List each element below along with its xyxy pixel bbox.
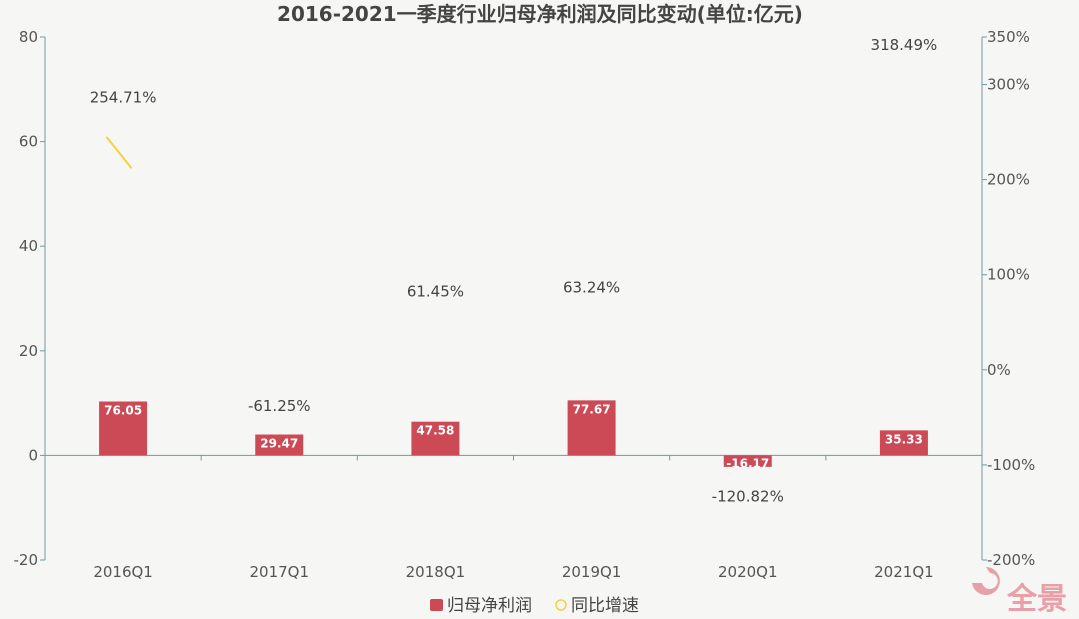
chart-title: 2016-2021一季度行业归母净利润及同比变动(单位:亿元) <box>277 2 803 26</box>
legend-bar-label[interactable]: 归母净利润 <box>447 596 532 616</box>
data-labels: 76.05 29.47 47.58 77.67 -16.17 35.33 254.71% -6… <box>90 36 938 506</box>
line-series <box>106 136 133 169</box>
bar-value-label: 35.33 <box>885 432 923 446</box>
right-axis-tick-label: -100% <box>987 456 1035 474</box>
x-axis-category-label: 2016Q1 <box>93 563 153 581</box>
watermark-logo: 全景 <box>972 567 1067 617</box>
bar <box>879 430 928 456</box>
line-value-label: -120.82% <box>712 488 784 506</box>
right-axis-tick-label: 200% <box>987 171 1030 189</box>
x-axis-category-label: 2021Q1 <box>874 563 934 581</box>
left-axis-tick-label: 80 <box>19 28 38 46</box>
axes: 80 60 40 20 0 -20 350% 300% 200% 100% 0% -100% -200%… <box>14 28 1036 581</box>
left-axis-tick-label: -20 <box>14 551 39 569</box>
bar <box>411 421 460 456</box>
line-value-label: -61.25% <box>248 397 311 415</box>
bar-value-label: 77.67 <box>573 402 611 416</box>
line-segment <box>106 136 133 169</box>
bar-value-label: -16.17 <box>726 456 769 470</box>
right-axis-tick-label: 350% <box>987 28 1030 46</box>
left-axis-tick-label: 20 <box>19 342 38 360</box>
bar-value-label: 29.47 <box>260 437 298 451</box>
bar-value-label: 76.05 <box>104 404 142 418</box>
line-value-label: 254.71% <box>90 89 157 107</box>
right-axis-tick-label: 0% <box>987 361 1011 379</box>
legend-bar-swatch[interactable] <box>430 599 443 611</box>
legend: 归母净利润 同比增速 <box>430 596 639 616</box>
left-axis-tick-label: 60 <box>19 133 38 151</box>
bar <box>99 401 148 456</box>
left-axis-tick-label: 40 <box>19 237 38 255</box>
bar <box>255 434 304 456</box>
x-axis-category-label: 2017Q1 <box>249 563 309 581</box>
line-value-label: 61.45% <box>407 282 464 300</box>
watermark-text: 全景 <box>1006 582 1067 617</box>
bar <box>567 400 616 456</box>
x-axis-category-label: 2019Q1 <box>562 563 622 581</box>
bar <box>723 455 772 467</box>
bar-series <box>99 400 928 467</box>
right-axis-tick-label: -200% <box>987 551 1035 569</box>
x-axis-category-label: 2018Q1 <box>406 563 466 581</box>
left-axis-tick-label: 0 <box>28 446 38 464</box>
x-axis-category-label: 2020Q1 <box>718 563 778 581</box>
bar-value-label: 47.58 <box>416 424 454 438</box>
legend-line-label[interactable]: 同比增速 <box>571 596 639 616</box>
legend-line-swatch[interactable] <box>555 599 567 611</box>
line-value-label: 318.49% <box>871 36 938 54</box>
right-axis-tick-label: 100% <box>987 266 1030 284</box>
line-value-label: 63.24% <box>563 279 620 297</box>
right-axis-tick-label: 300% <box>987 76 1030 94</box>
watermark-logo-icon <box>972 567 1000 595</box>
